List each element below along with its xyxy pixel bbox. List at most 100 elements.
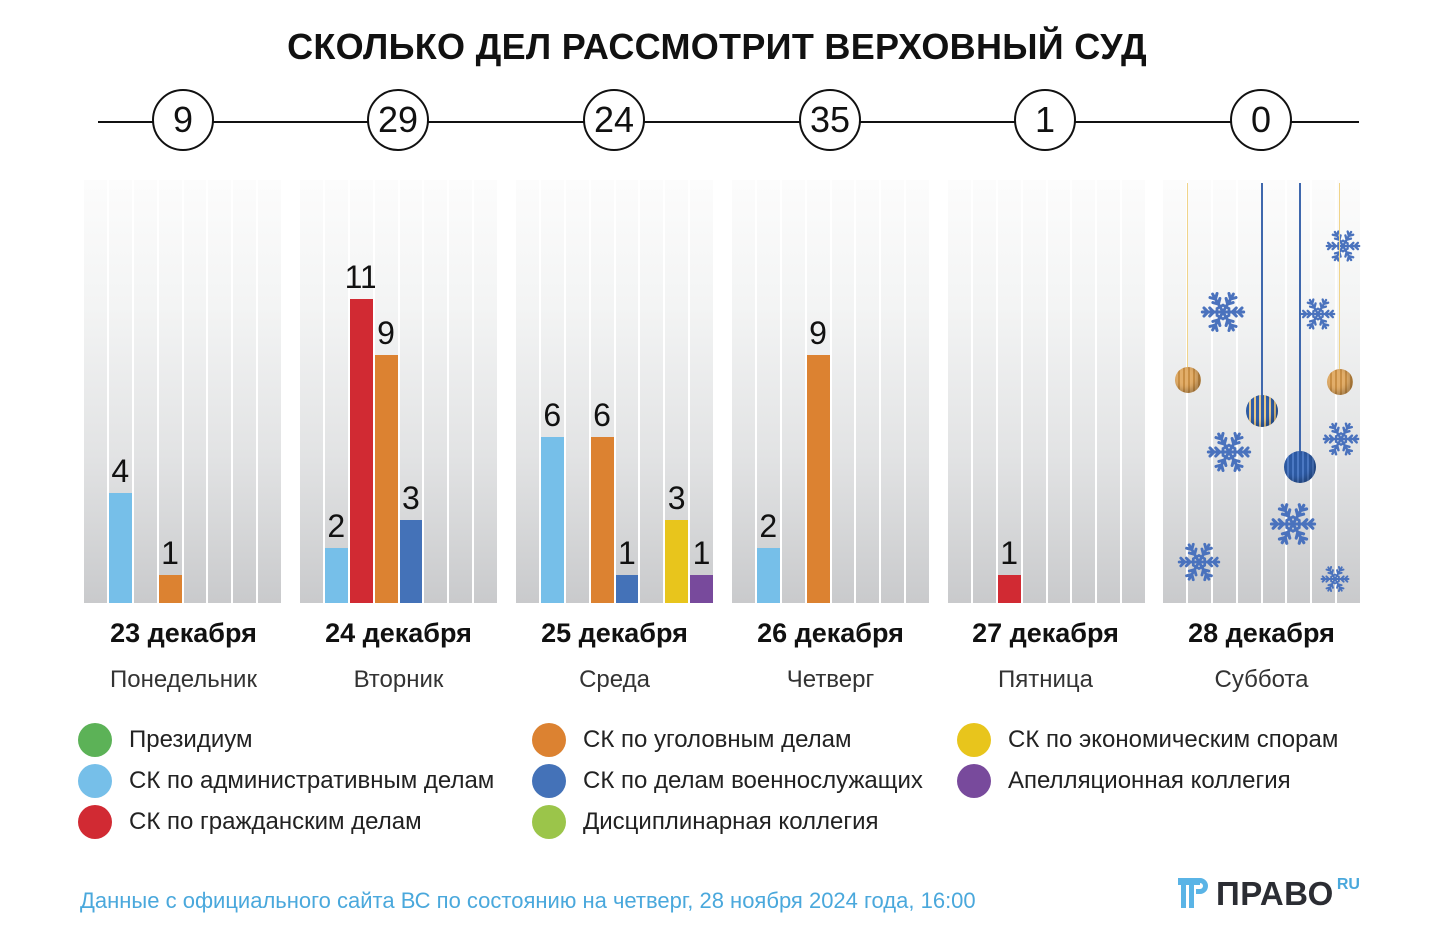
- bar-value-label: 1: [692, 535, 711, 572]
- bar-appeal: [690, 575, 713, 603]
- weekday-label: Понедельник: [110, 666, 257, 693]
- day-total-circle: 29: [367, 89, 429, 151]
- logo-suffix: RU: [1336, 876, 1360, 893]
- legend-dot: [78, 723, 112, 757]
- timeline-line: [98, 121, 1359, 123]
- legend-label: Дисциплинарная коллегия: [583, 808, 879, 835]
- bar-slot: [565, 180, 589, 603]
- ornament-string: [1339, 183, 1340, 369]
- bar-slot: [1237, 180, 1261, 603]
- weekday-label: Суббота: [1214, 666, 1309, 693]
- logo-text: ПРАВО: [1216, 875, 1334, 912]
- bar-admin: [756, 547, 780, 603]
- bar-value-label: 3: [402, 480, 420, 517]
- bar-slot: [997, 180, 1021, 603]
- bar-slot: [258, 180, 281, 603]
- bar-slot: [1022, 180, 1046, 603]
- bar-civil: [349, 299, 373, 603]
- legend-item-military: СК по делам военнослужащих: [532, 761, 923, 801]
- legend-dot: [957, 764, 991, 798]
- bar-slot: [1097, 180, 1121, 603]
- snowflake-icon: [1320, 565, 1350, 593]
- bar-slot: [732, 180, 755, 603]
- bar-slot: [856, 180, 880, 603]
- date-label: 26 декабря: [757, 618, 904, 648]
- christmas-ornament-icon: [1327, 369, 1353, 395]
- bar-slot: [84, 180, 107, 603]
- day-total-circle: 0: [1230, 89, 1292, 151]
- bar-admin: [108, 492, 132, 603]
- day-total-circle: 24: [583, 89, 645, 151]
- bar-admin: [324, 547, 348, 603]
- bar-slot: [474, 180, 497, 603]
- legend-dot: [78, 764, 112, 798]
- bar-economic: [665, 520, 689, 603]
- bar-slot: [1072, 180, 1096, 603]
- bar-slot: [300, 180, 323, 603]
- legend-label: Апелляционная коллегия: [1008, 767, 1291, 794]
- bar-value-label: 9: [809, 314, 827, 351]
- pravo-ru-logo[interactable]: ПРАВО RU: [1178, 876, 1360, 912]
- snowflake-icon: [1325, 230, 1361, 262]
- christmas-ornament-icon: [1284, 451, 1316, 483]
- bar-slot: [399, 180, 423, 603]
- day-total-circle: 1: [1014, 89, 1076, 151]
- bar-slot: [233, 180, 257, 603]
- legend-item-civil: СК по гражданским делам: [78, 802, 422, 842]
- bar-slot: [1287, 180, 1311, 603]
- bar-value-label: 2: [327, 507, 346, 544]
- bar-slot: [1262, 180, 1286, 603]
- bar-slot: [1312, 180, 1336, 603]
- legend-item-disciplinary: Дисциплинарная коллегия: [532, 802, 879, 842]
- chart-title: СКОЛЬКО ДЕЛ РАССМОТРИТ ВЕРХОВНЫЙ СУД: [287, 26, 1147, 67]
- date-label: 28 декабря: [1188, 618, 1335, 648]
- bar-slot: [756, 180, 780, 603]
- bar-value-label: 6: [593, 397, 611, 434]
- bar-slot: [449, 180, 473, 603]
- bar-slot: [1187, 180, 1211, 603]
- day-panel: 1: [948, 180, 1145, 603]
- bar-slot: [972, 180, 996, 603]
- bar-slot: [158, 180, 182, 603]
- ornament-string: [1261, 183, 1263, 395]
- bar-value-label: 11: [344, 259, 378, 296]
- snowflake-icon: [1177, 542, 1221, 582]
- weekday-label: Четверг: [786, 666, 875, 693]
- bar-civil: [997, 575, 1021, 603]
- bar-admin: [540, 437, 564, 603]
- legend-label: СК по уголовным делам: [583, 726, 852, 753]
- date-label: 24 декабря: [325, 618, 472, 648]
- source-note: Данные с официального сайта ВС по состоя…: [80, 888, 976, 913]
- bar-value-label: 1: [618, 535, 636, 572]
- bar-slot: [1047, 180, 1071, 603]
- day-panel: [1163, 180, 1361, 603]
- date-label: 25 декабря: [541, 618, 688, 648]
- legend-item-admin: СК по административным делам: [78, 761, 494, 801]
- weekday-label: Вторник: [353, 666, 444, 693]
- bar-slot: [516, 180, 539, 603]
- legend-dot: [957, 723, 991, 757]
- legend-item-criminal: СК по уголовным делам: [532, 720, 852, 760]
- legend-dot: [78, 805, 112, 839]
- bar-slot: [1122, 180, 1145, 603]
- bar-slot: [183, 180, 207, 603]
- legend-label: Президиум: [129, 726, 253, 753]
- christmas-ornament-icon: [1175, 367, 1201, 393]
- legend-dot: [532, 723, 566, 757]
- christmas-ornament-icon: [1246, 395, 1278, 427]
- snowflake-icon: [1206, 432, 1252, 472]
- legend-label: СК по административным делам: [129, 767, 495, 794]
- bar-criminal: [374, 354, 398, 603]
- bar-slot: [831, 180, 855, 603]
- legend-item-appeal: Апелляционная коллегия: [957, 761, 1291, 801]
- bar-slot: [424, 180, 448, 603]
- weekday-label: Пятница: [998, 666, 1093, 693]
- legend-label: СК по экономическим спорам: [1008, 726, 1339, 753]
- bar-slot: [690, 180, 713, 603]
- snowflake-icon: [1269, 503, 1317, 545]
- legend-item-presidium: Президиум: [78, 720, 252, 760]
- bar-value-label: 3: [667, 480, 686, 517]
- snowflake-icon: [1300, 298, 1336, 330]
